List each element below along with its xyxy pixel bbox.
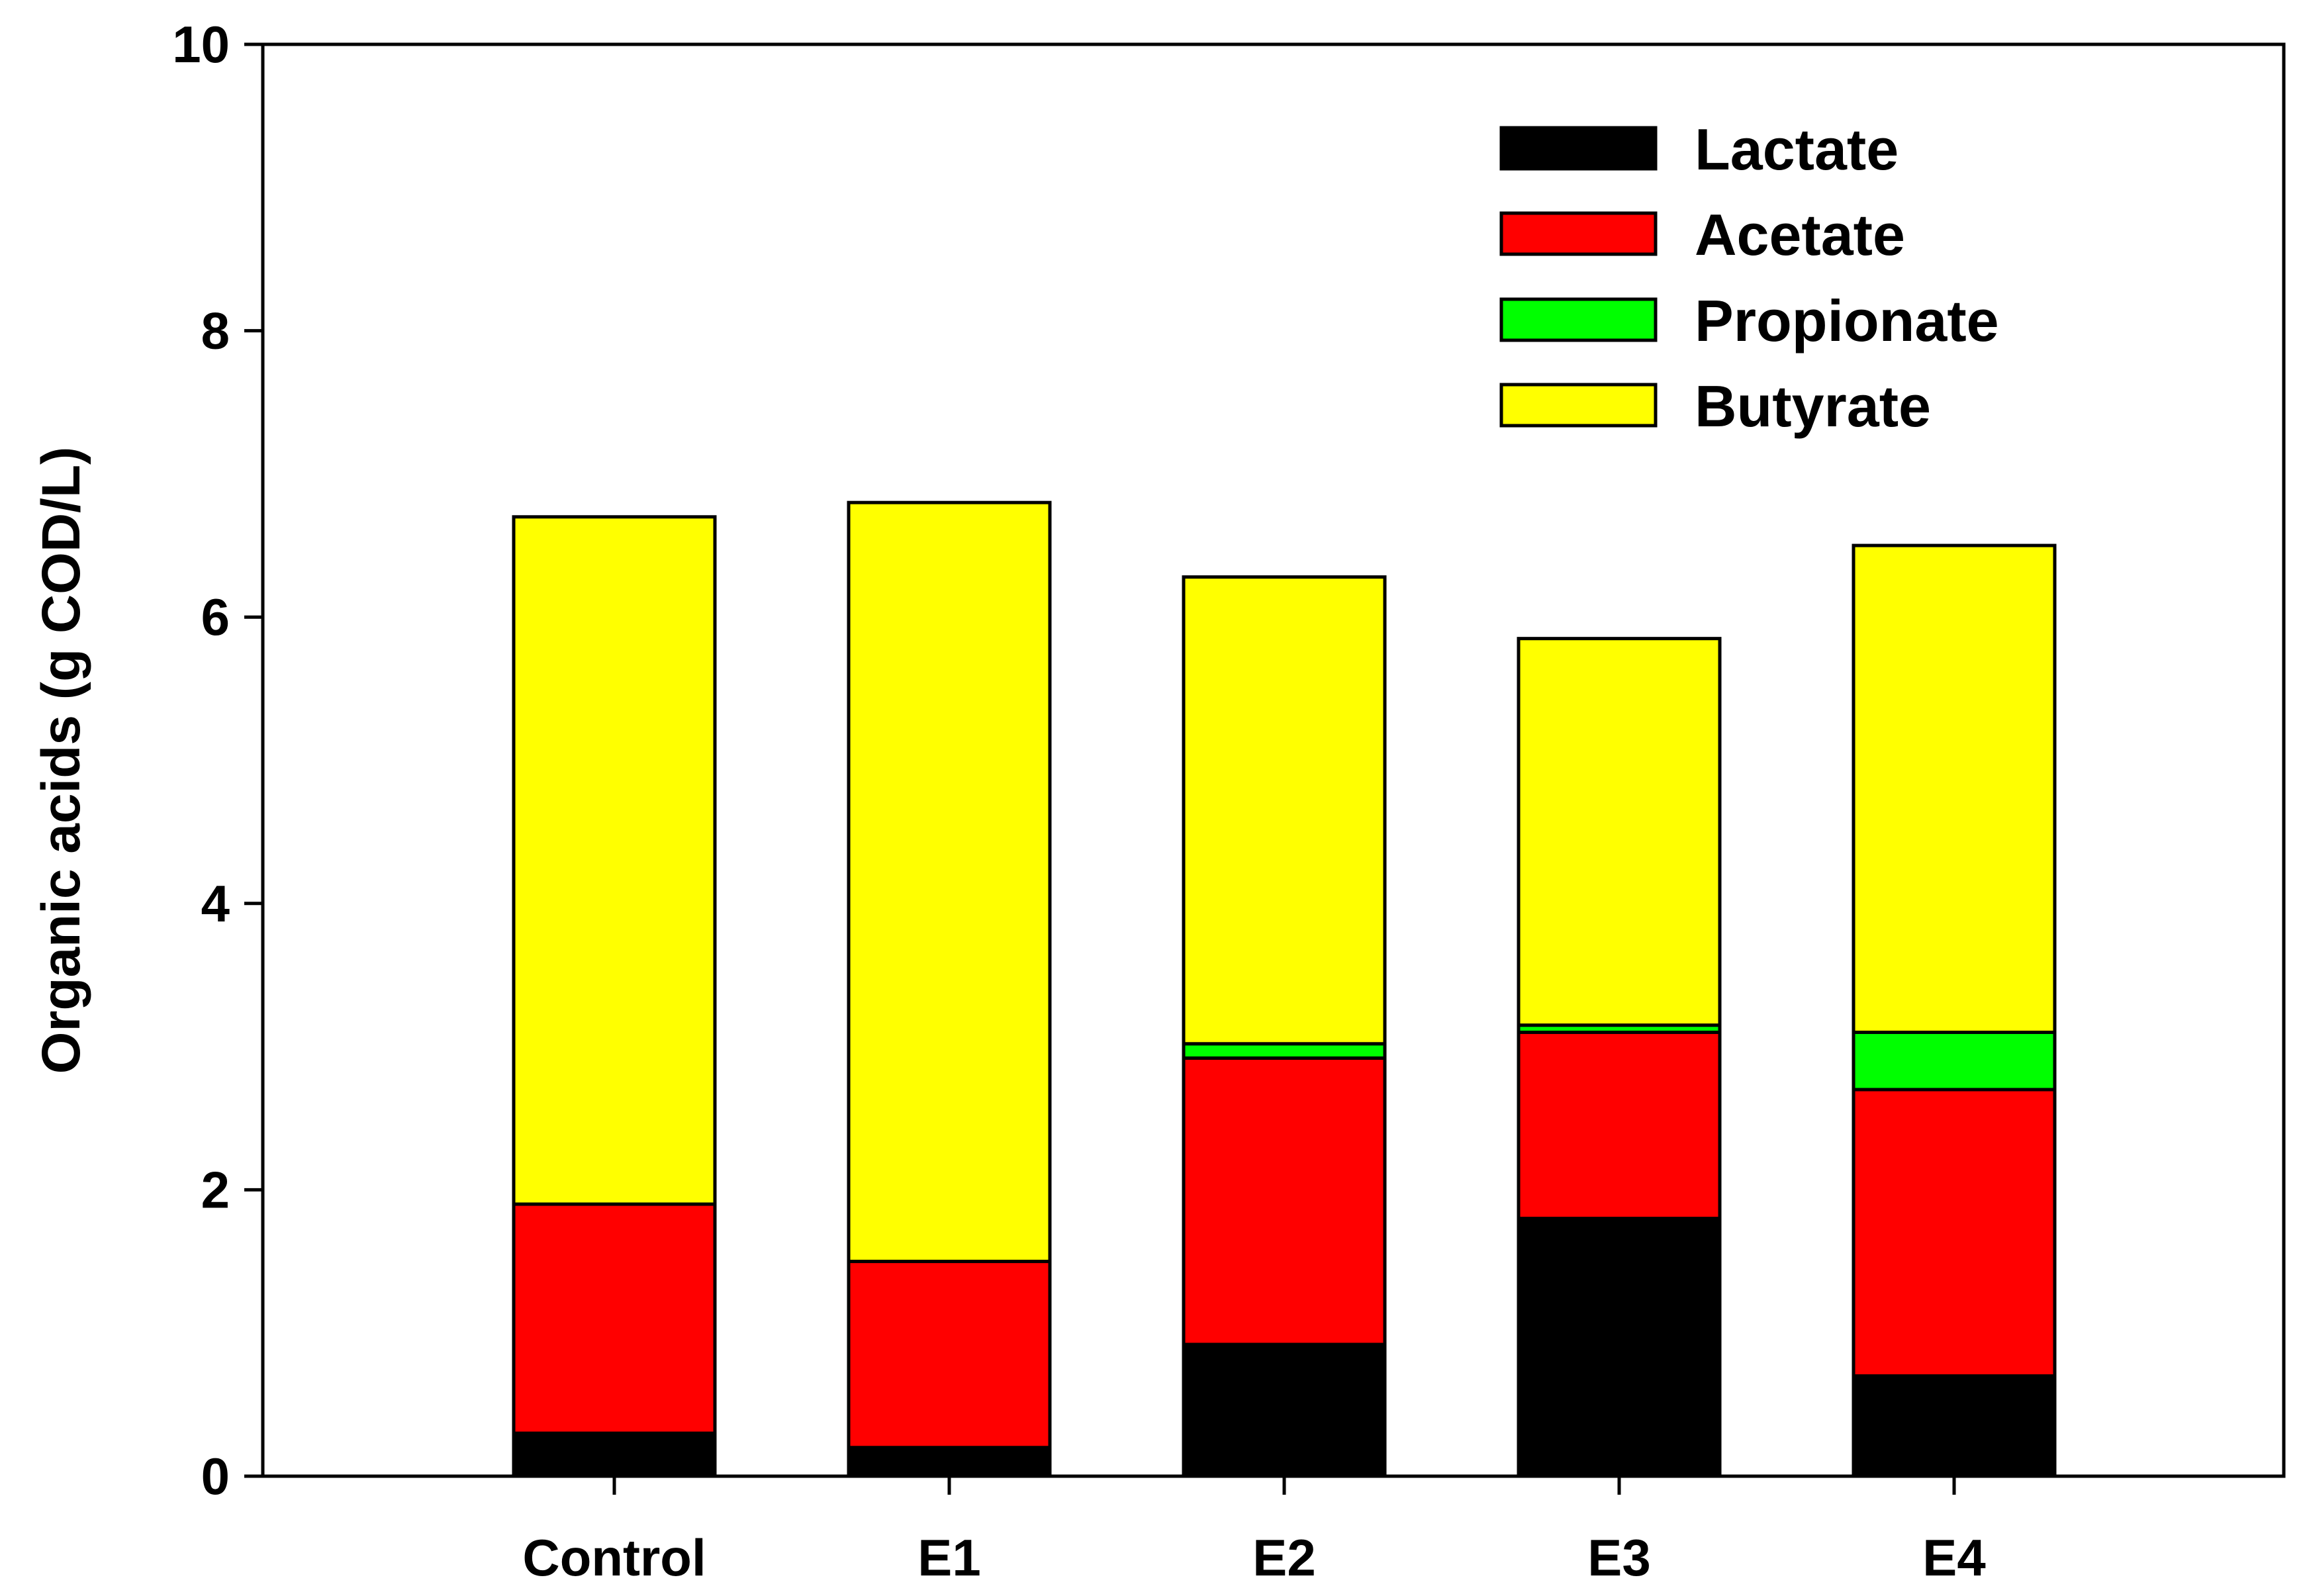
bar-e3-acetate [1517, 1030, 1722, 1221]
x-tick-label: E1 [917, 1528, 980, 1587]
y-axis-title: Organic acids (g COD/L) [31, 447, 91, 1074]
y-tick-label: 2 [201, 1160, 230, 1219]
legend-label-acetate: Acetate [1695, 202, 1905, 267]
bar-e4-propionate [1852, 1030, 2057, 1092]
y-tick-label: 10 [172, 15, 230, 73]
plot-frame [261, 42, 2286, 1478]
bar-e2-lactate [1182, 1342, 1387, 1478]
y-tick-label: 8 [201, 302, 230, 360]
y-tick-label: 6 [201, 588, 230, 646]
x-axis: Control E1 E2 E3 E4 [522, 1476, 1986, 1587]
x-tick-label: E2 [1252, 1528, 1315, 1587]
bar-e3-butyrate [1517, 637, 1722, 1027]
legend-swatch-acetate [1499, 211, 1658, 256]
y-axis: 0 2 4 6 8 10 [172, 15, 263, 1505]
legend: Lactate Acetate Propionate Butyrate [1499, 117, 1999, 439]
y-tick-label: 4 [201, 874, 230, 933]
bar-e3-lactate [1517, 1217, 1722, 1478]
bar-e2-propionate [1182, 1042, 1387, 1060]
bar-control-acetate [512, 1202, 717, 1435]
x-tick-label: E4 [1922, 1528, 1985, 1587]
bar-e4-butyrate [1852, 543, 2057, 1034]
bar-e2-butyrate [1182, 575, 1387, 1046]
bar-e2-acetate [1182, 1056, 1387, 1346]
bar-e4-lactate [1852, 1374, 2057, 1478]
y-tick-label: 0 [201, 1447, 230, 1505]
legend-swatch-lactate [1499, 126, 1658, 171]
bar-control-butyrate [512, 515, 717, 1206]
bar-e1-acetate [847, 1260, 1052, 1450]
legend-label-propionate: Propionate [1695, 288, 1999, 353]
bar-e1-lactate [847, 1446, 1052, 1478]
x-tick-label: Control [522, 1528, 706, 1587]
x-tick-label: E3 [1587, 1528, 1650, 1587]
bars-group [512, 500, 2057, 1478]
legend-label-butyrate: Butyrate [1695, 373, 1931, 439]
bar-control-lactate [512, 1431, 717, 1478]
legend-swatch-propionate [1499, 297, 1658, 342]
bar-e4-acetate [1852, 1088, 2057, 1378]
bar-e1-butyrate [847, 500, 1052, 1264]
legend-label-lactate: Lactate [1695, 117, 1899, 182]
legend-swatch-butyrate [1499, 383, 1658, 428]
